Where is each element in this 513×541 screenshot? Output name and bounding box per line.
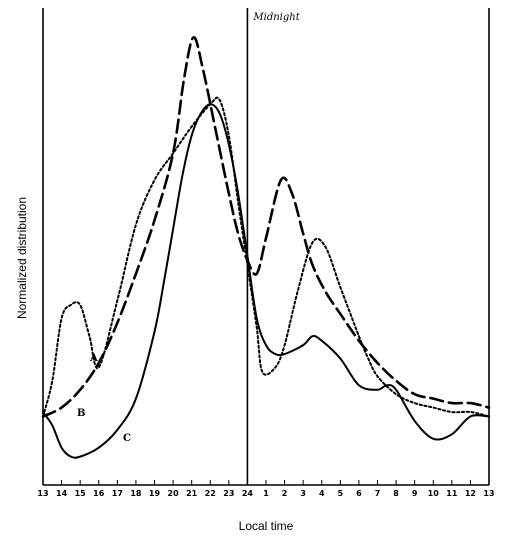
midnight-label: Midnight xyxy=(252,12,300,23)
x-tick-label: 10 xyxy=(428,489,440,498)
x-tick-label: 18 xyxy=(130,489,142,498)
x-tick-label: 17 xyxy=(112,489,123,498)
x-tick-label: 16 xyxy=(93,489,105,498)
series-c-line xyxy=(42,103,490,459)
x-tick-label: 15 xyxy=(75,489,87,498)
x-tick-label: 13 xyxy=(37,489,48,498)
annotation-layer: Midnight A B C xyxy=(77,12,301,444)
x-tick-label: 3 xyxy=(300,489,306,498)
x-tick-label: 7 xyxy=(375,489,381,498)
x-tick-label: 23 xyxy=(223,489,234,498)
series-label-c: C xyxy=(123,433,131,444)
x-tick-label: 5 xyxy=(338,489,344,498)
x-axis-label: Local time xyxy=(239,519,294,533)
x-tick-label: 11 xyxy=(446,489,458,498)
x-tick-label: 13 xyxy=(483,489,494,498)
x-tick-label: 21 xyxy=(186,489,198,498)
x-tick-label: 14 xyxy=(56,489,68,498)
y-axis-label: Normalized distribution xyxy=(15,197,29,319)
x-tick-label: 2 xyxy=(282,489,288,498)
x-tick-label: 12 xyxy=(465,489,476,498)
x-tick-label: 6 xyxy=(356,489,362,498)
series-label-a: A xyxy=(89,353,98,364)
x-tick-label: 1 xyxy=(263,489,269,498)
series-label-b: B xyxy=(77,408,85,419)
x-tick-label: 24 xyxy=(242,489,254,498)
x-tick-label: 9 xyxy=(412,489,418,498)
x-tick-label: 4 xyxy=(319,489,325,498)
series-layer xyxy=(41,36,491,459)
x-tick-label: 8 xyxy=(393,489,399,498)
x-tick-label: 22 xyxy=(205,489,216,498)
series-a-line xyxy=(42,96,490,418)
series-b-line xyxy=(41,36,491,418)
x-axis-ticks: 13 14 15 16 17 18 19 20 21 22 23 24 1 2 3 4 5 6 7 8 9 10 11 12 1… xyxy=(37,480,495,498)
x-tick-label: 20 xyxy=(168,489,180,498)
plot-frame xyxy=(42,8,490,486)
x-tick-label: 19 xyxy=(149,489,161,498)
